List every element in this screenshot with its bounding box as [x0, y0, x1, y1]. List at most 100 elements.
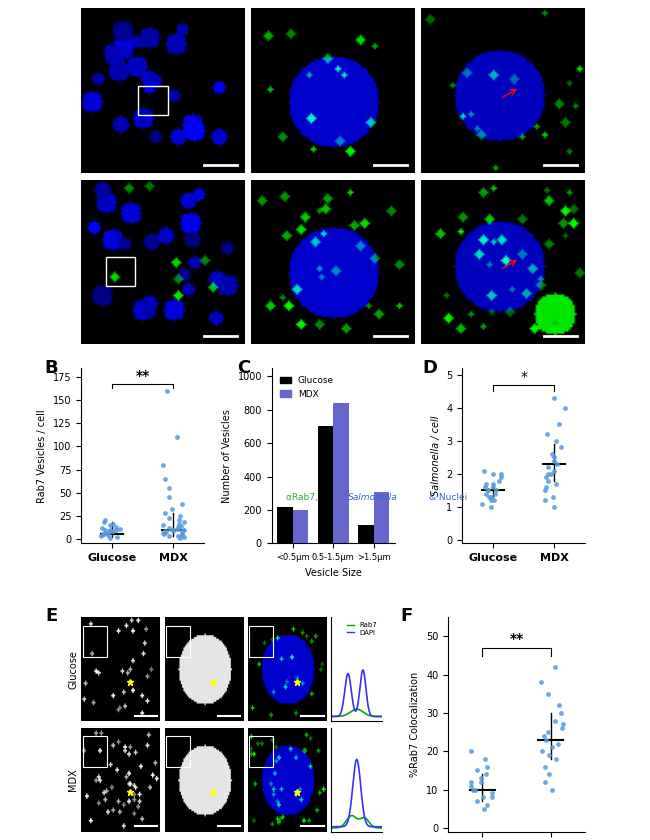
Point — [179, 516, 189, 529]
Point — [476, 771, 486, 785]
Point — [490, 487, 501, 501]
Point — [159, 507, 170, 520]
Point — [164, 521, 174, 534]
Point — [172, 431, 183, 444]
Text: D: D — [422, 360, 438, 377]
Point — [482, 484, 493, 497]
Point — [549, 391, 560, 405]
Point — [166, 523, 177, 537]
Bar — [106, 257, 135, 286]
Point — [100, 527, 110, 540]
Point — [159, 528, 170, 541]
Legend: Glucose, MDX: Glucose, MDX — [276, 373, 337, 402]
Point — [111, 520, 121, 533]
Point — [169, 522, 179, 536]
Text: B: B — [44, 360, 58, 377]
Point — [546, 467, 556, 480]
Point — [157, 518, 168, 532]
Point — [480, 477, 491, 491]
Point — [486, 501, 497, 514]
Bar — [374, 491, 389, 543]
Text: Salmonella: Salmonella — [348, 493, 398, 502]
Text: F: F — [400, 606, 413, 625]
Point — [478, 802, 489, 816]
Text: αRab7,: αRab7, — [286, 493, 320, 502]
Text: **: ** — [136, 369, 150, 383]
Point — [98, 528, 108, 541]
Point — [543, 726, 553, 739]
Bar — [166, 626, 190, 657]
Point — [557, 717, 567, 731]
Point — [488, 480, 499, 494]
Point — [549, 450, 560, 464]
Point — [96, 521, 107, 534]
Bar — [166, 736, 190, 767]
Point — [560, 401, 570, 414]
Point — [550, 714, 560, 727]
Point — [556, 441, 566, 454]
Point — [468, 783, 478, 796]
Point — [549, 501, 560, 514]
Point — [172, 529, 183, 543]
Y-axis label: %Rab7 Colocalization: %Rab7 Colocalization — [410, 672, 421, 777]
Point — [103, 526, 114, 539]
Point — [160, 472, 170, 486]
Point — [172, 520, 183, 533]
Legend: Rab7, DAPI: Rab7, DAPI — [346, 621, 379, 637]
Point — [481, 768, 491, 781]
Point — [105, 525, 115, 538]
Point — [543, 474, 553, 487]
Point — [115, 522, 125, 535]
Point — [108, 525, 118, 538]
Bar — [83, 736, 107, 767]
Point — [178, 522, 188, 536]
Point — [547, 491, 558, 504]
Bar — [250, 736, 273, 767]
Point — [543, 768, 554, 781]
Point — [556, 722, 567, 735]
Point — [157, 458, 168, 471]
Point — [552, 737, 563, 750]
Point — [489, 494, 499, 507]
Point — [111, 522, 122, 536]
Point — [477, 790, 488, 804]
Bar — [250, 626, 273, 657]
Point — [541, 428, 552, 441]
Point — [544, 748, 554, 762]
Point — [159, 525, 170, 538]
Point — [551, 477, 562, 491]
Point — [495, 467, 506, 480]
Bar — [333, 403, 348, 543]
Point — [554, 699, 564, 712]
Point — [162, 385, 172, 398]
Point — [167, 502, 177, 516]
Point — [536, 675, 546, 689]
Text: E: E — [46, 607, 58, 625]
Point — [486, 491, 497, 504]
Point — [541, 480, 551, 494]
Point — [470, 783, 480, 796]
Point — [482, 760, 492, 774]
Point — [163, 512, 174, 525]
Text: *: * — [520, 370, 527, 384]
Title: Field: Field — [150, 0, 176, 8]
Bar — [83, 626, 107, 657]
Point — [540, 775, 550, 789]
Point — [539, 729, 549, 743]
Point — [164, 491, 174, 504]
Bar — [138, 86, 168, 115]
Title: 3D Reconstruction: 3D Reconstruction — [452, 0, 554, 8]
Point — [176, 519, 186, 533]
Point — [540, 484, 551, 497]
Point — [540, 760, 551, 774]
Point — [175, 531, 185, 544]
Y-axis label: Salmonella / cell: Salmonella / cell — [430, 416, 441, 496]
Bar — [318, 427, 333, 543]
Point — [554, 417, 564, 431]
Text: & Nuclei: & Nuclei — [426, 493, 467, 502]
Point — [479, 752, 489, 765]
Point — [547, 783, 558, 796]
Point — [488, 467, 498, 480]
Point — [100, 522, 110, 536]
Point — [540, 494, 550, 507]
